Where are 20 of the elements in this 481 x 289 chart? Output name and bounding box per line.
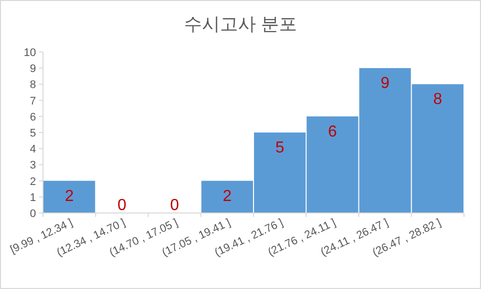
y-tick-label: 7 — [30, 95, 36, 108]
y-tick-label: 5 — [30, 128, 36, 140]
y-tick-label: 3 — [30, 160, 36, 172]
y-tick-label: 0 — [30, 208, 36, 220]
data-label: 2 — [64, 188, 74, 205]
y-tick-label: 6 — [30, 111, 36, 124]
data-label: 9 — [380, 75, 390, 92]
data-label: 5 — [275, 140, 284, 156]
y-tick-label: 10 — [24, 47, 36, 59]
y-tick-label: 2 — [30, 176, 36, 188]
y-tick-label: 8 — [30, 79, 36, 92]
data-label: 8 — [433, 91, 442, 108]
title: 수시고사 분포 — [184, 14, 297, 34]
y-tick-label: 9 — [30, 63, 36, 76]
data-label: 0 — [170, 197, 180, 214]
y-tick-label: 4 — [30, 144, 36, 156]
y-tick-label: 1 — [30, 192, 36, 204]
data-label: 2 — [222, 188, 232, 205]
data-label: 0 — [117, 197, 126, 214]
data-label: 6 — [328, 123, 337, 140]
